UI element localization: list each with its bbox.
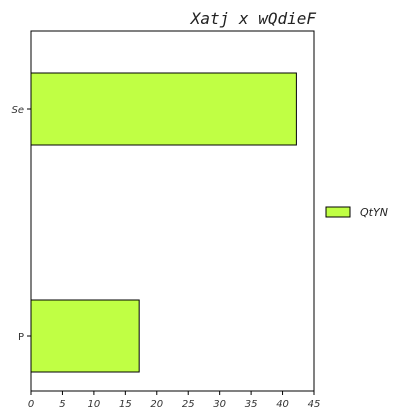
- x-tick-label: 35: [245, 399, 258, 410]
- legend: QtYN: [325, 206, 388, 219]
- legend-label: QtYN: [360, 206, 388, 219]
- x-tick-label: 0: [28, 399, 34, 410]
- x-axis: 0 5 10 15 20 25 30 35 40 45: [28, 391, 321, 410]
- plot-area: [30, 30, 315, 392]
- x-tick-label: 10: [88, 399, 101, 410]
- y-tick-label: Se: [12, 105, 25, 116]
- bar-se: [30, 72, 297, 146]
- bar-p: [30, 299, 140, 373]
- y-axis: Se P: [12, 105, 31, 343]
- x-tick-label: 5: [59, 399, 65, 410]
- x-tick-label: 40: [276, 399, 289, 410]
- x-tick-label: 30: [213, 399, 226, 410]
- x-tick-label: 45: [308, 399, 321, 410]
- chart-title: Xatj x wQdieF: [190, 9, 317, 28]
- legend-swatch: [325, 206, 351, 218]
- y-tick-label: P: [18, 332, 24, 343]
- bars-group: [30, 72, 297, 373]
- x-tick-label: 20: [150, 399, 163, 410]
- x-tick-label: 25: [182, 399, 195, 410]
- x-tick-label: 15: [119, 399, 132, 410]
